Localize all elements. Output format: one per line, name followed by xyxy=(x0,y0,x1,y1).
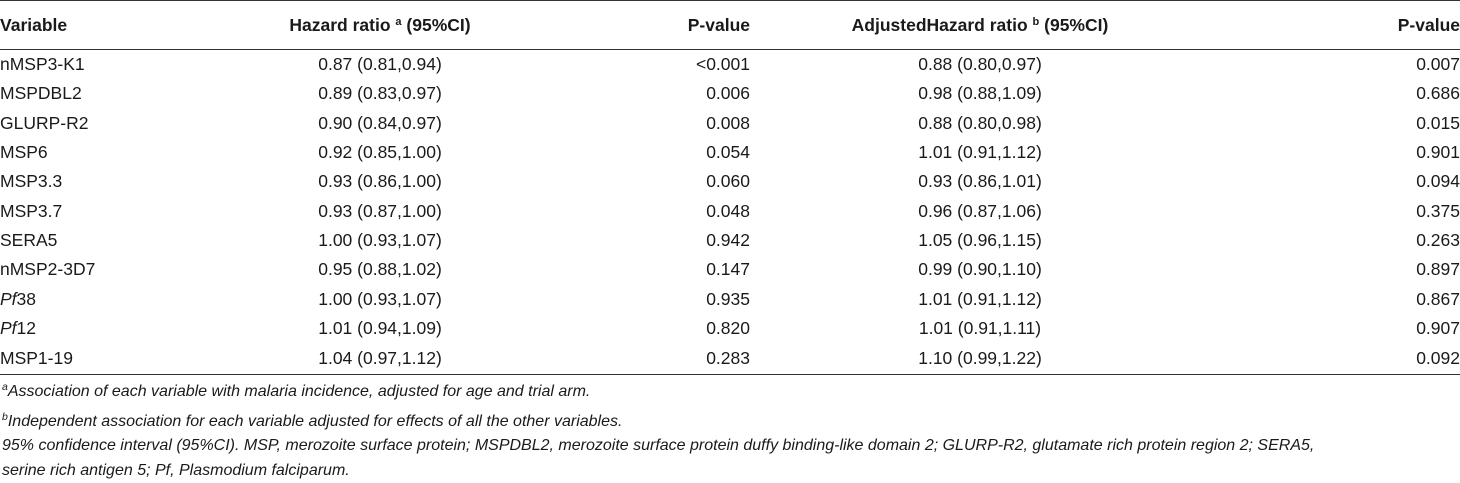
footnote-abbreviations-continued: serine rich antigen 5; Pf, Plasmodium fa… xyxy=(2,461,350,479)
header-adjusted-p-value: P-value xyxy=(1210,0,1460,50)
p-value-cell: 0.048 xyxy=(706,200,750,221)
p-value-cell: 0.147 xyxy=(706,259,750,280)
variable-cell: nMSP2-3D7 xyxy=(0,259,96,280)
hazard-ratio-cell: 1.00 (0.93,1.07) xyxy=(318,288,442,309)
hazard-ratio-cell: 0.93 (0.87,1.00) xyxy=(318,200,442,221)
footnote-b: bIndependent association for each variab… xyxy=(2,410,623,430)
variable-cell: MSP3.7 xyxy=(0,200,63,221)
p-value-cell: 0.935 xyxy=(706,288,750,309)
adjusted-p-value-cell: 0.094 xyxy=(1416,171,1460,192)
adjusted-p-value-cell: 0.897 xyxy=(1416,259,1460,280)
adjusted-p-value-cell: 0.092 xyxy=(1210,342,1460,375)
table-row: nMSP3-K1 0.87 (0.81,0.94) <0.001 0.88 (0… xyxy=(0,50,1460,80)
table-row: MSP3.7 0.93 (0.87,1.00) 0.048 0.96 (0.87… xyxy=(0,196,1460,225)
header-p-value: P-value xyxy=(570,0,750,50)
table-row: GLURP-R2 0.90 (0.84,0.97) 0.008 0.88 (0.… xyxy=(0,109,1460,138)
header-hazard-ratio: Hazard ratio a (95%CI) xyxy=(190,0,570,50)
adjusted-hazard-ratio-cell: 1.01 (0.91,1.12) xyxy=(918,142,1042,163)
adjusted-p-value-cell: 0.263 xyxy=(1416,229,1460,250)
p-value-cell: 0.820 xyxy=(706,317,750,338)
variable-cell: GLURP-R2 xyxy=(0,112,89,133)
variable-cell: MSPDBL2 xyxy=(0,83,82,104)
footnote-abbreviations: 95% confidence interval (95%CI). MSP, me… xyxy=(2,437,1315,454)
p-value-cell: 0.060 xyxy=(706,171,750,192)
hazard-ratio-cell: 1.00 (0.93,1.07) xyxy=(318,229,442,250)
hazard-ratio-cell: 0.90 (0.84,0.97) xyxy=(318,112,442,133)
adjusted-p-value-cell: 0.007 xyxy=(1416,54,1460,75)
adjusted-hazard-ratio-cell: 1.01 (0.91,1.11) xyxy=(918,317,1042,338)
hazard-ratio-cell: 1.01 (0.94,1.09) xyxy=(318,317,442,338)
adjusted-hazard-ratio-cell: 1.01 (0.91,1.12) xyxy=(918,288,1042,309)
adjusted-p-value-cell: 0.907 xyxy=(1416,317,1460,338)
adjusted-hazard-ratio-cell: 0.98 (0.88,1.09) xyxy=(918,83,1042,104)
p-value-cell: 0.942 xyxy=(706,229,750,250)
adjusted-hazard-ratio-cell: 1.05 (0.96,1.15) xyxy=(918,229,1042,250)
p-value-cell: 0.054 xyxy=(706,142,750,163)
adjusted-p-value-cell: 0.375 xyxy=(1416,200,1460,221)
adjusted-p-value-cell: 0.901 xyxy=(1416,142,1460,163)
adjusted-hazard-ratio-cell: 0.88 (0.80,0.98) xyxy=(918,112,1042,133)
table-row: nMSP2-3D7 0.95 (0.88,1.02) 0.147 0.99 (0… xyxy=(0,255,1460,284)
hazard-ratio-cell: 0.89 (0.83,0.97) xyxy=(318,83,442,104)
variable-cell: nMSP3-K1 xyxy=(0,54,85,75)
table-row: MSP1-19 1.04 (0.97,1.12) 0.283 1.10 (0.9… xyxy=(0,342,1460,375)
p-value-cell: <0.001 xyxy=(695,54,750,75)
table-row: Pf12 1.01 (0.94,1.09) 0.820 1.01 (0.91,1… xyxy=(0,314,1460,343)
table-row: SERA5 1.00 (0.93,1.07) 0.942 1.05 (0.96,… xyxy=(0,226,1460,255)
header-variable: Variable xyxy=(0,0,190,50)
hazard-ratio-table: Variable Hazard ratio a (95%CI) P-value … xyxy=(0,0,1460,375)
p-value-cell: 0.008 xyxy=(706,112,750,133)
adjusted-hazard-ratio-cell: 0.96 (0.87,1.06) xyxy=(918,200,1042,221)
variable-cell: MSP3.3 xyxy=(0,171,63,192)
hazard-ratio-cell: 0.87 (0.81,0.94) xyxy=(318,54,442,75)
table-row: MSP6 0.92 (0.85,1.00) 0.054 1.01 (0.91,1… xyxy=(0,138,1460,167)
variable-cell: Pf12 xyxy=(0,317,37,338)
table-row: Pf38 1.00 (0.93,1.07) 0.935 1.01 (0.91,1… xyxy=(0,284,1460,313)
adjusted-hazard-ratio-cell: 0.93 (0.86,1.01) xyxy=(918,171,1042,192)
adjusted-hazard-ratio-cell: 0.99 (0.90,1.10) xyxy=(918,259,1042,280)
p-value-cell: 0.006 xyxy=(706,83,750,104)
table-footnotes: aAssociation of each variable with malar… xyxy=(2,375,1452,483)
hazard-ratio-cell: 0.92 (0.85,1.00) xyxy=(318,142,442,163)
hazard-ratio-cell: 0.95 (0.88,1.02) xyxy=(318,259,442,280)
adjusted-p-value-cell: 0.867 xyxy=(1416,288,1460,309)
header-adjusted-hazard-ratio: AdjustedHazard ratio b (95%CI) xyxy=(750,0,1210,50)
table-row: MSPDBL2 0.89 (0.83,0.97) 0.006 0.98 (0.8… xyxy=(0,79,1460,108)
p-value-cell: 0.283 xyxy=(570,342,750,375)
variable-cell: MSP6 xyxy=(0,142,48,163)
variable-cell: SERA5 xyxy=(0,229,58,250)
adjusted-hazard-ratio-cell: 1.10 (0.99,1.22) xyxy=(750,342,1210,375)
adjusted-p-value-cell: 0.686 xyxy=(1416,83,1460,104)
footnote-a: aAssociation of each variable with malar… xyxy=(2,381,591,400)
variable-cell: Pf38 xyxy=(0,288,37,309)
table-row: MSP3.3 0.93 (0.86,1.00) 0.060 0.93 (0.86… xyxy=(0,167,1460,196)
variable-cell: MSP1-19 xyxy=(0,342,190,375)
adjusted-p-value-cell: 0.015 xyxy=(1416,112,1460,133)
hazard-ratio-cell: 0.93 (0.86,1.00) xyxy=(318,171,442,192)
header-row: Variable Hazard ratio a (95%CI) P-value … xyxy=(0,0,1460,50)
adjusted-hazard-ratio-cell: 0.88 (0.80,0.97) xyxy=(918,54,1042,75)
hazard-ratio-cell: 1.04 (0.97,1.12) xyxy=(190,342,570,375)
